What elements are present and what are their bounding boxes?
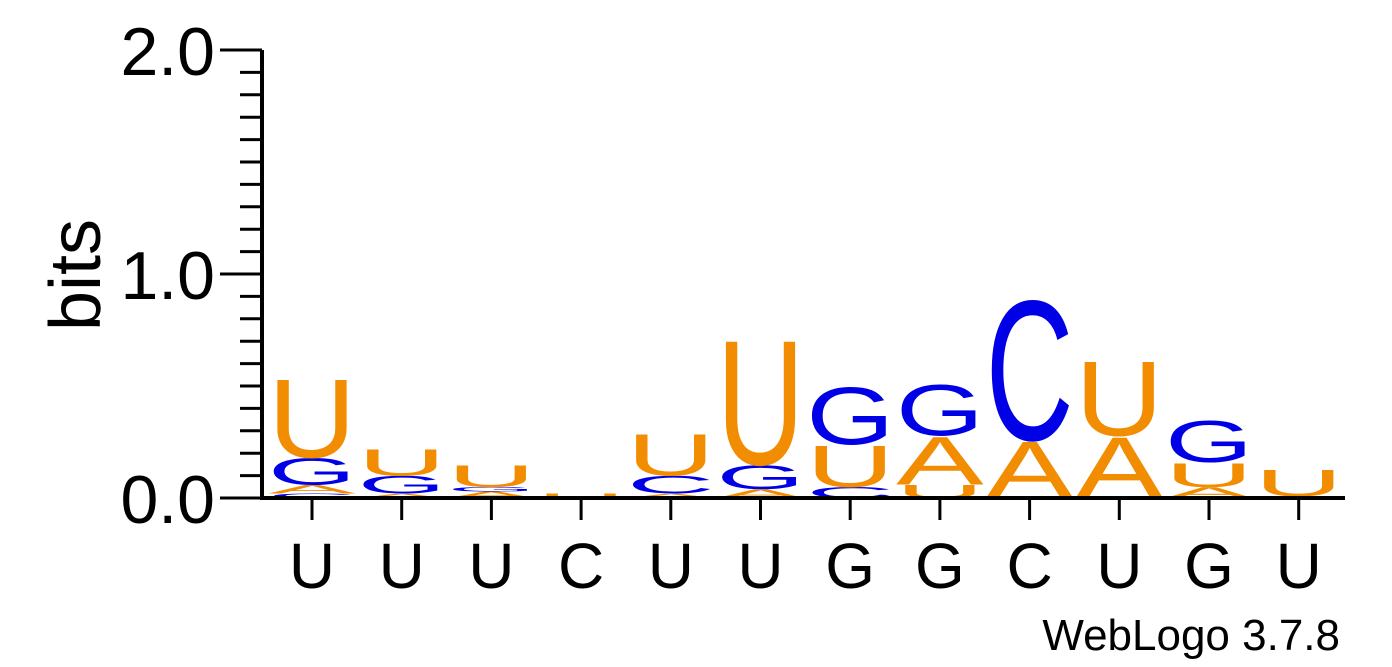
logo-letter-A: A — [268, 482, 357, 496]
x-tick-label: U — [1096, 530, 1142, 602]
y-axis: 0.0 1.0 2.0 — [120, 14, 264, 538]
y-tick-label: 0.0 — [120, 462, 215, 538]
logo-letter-G: G — [717, 458, 805, 497]
x-tick-label: U — [1276, 530, 1322, 602]
logo-letter-C: C — [627, 471, 715, 499]
y-axis-label: bits — [36, 219, 116, 331]
x-tick-label: C — [558, 530, 604, 602]
x-tick-label: G — [825, 530, 875, 602]
logo-letter-U: U — [447, 458, 535, 493]
logo-letter-C: C — [268, 492, 356, 499]
x-tick-label: U — [737, 530, 783, 602]
logo-letter-U: U — [806, 433, 894, 499]
x-tick-label: C — [1006, 530, 1052, 602]
y-tick-label: 1.0 — [120, 238, 215, 314]
logo-letter-C: C — [986, 260, 1074, 483]
x-tick-label: U — [379, 530, 425, 602]
x-tick-label: G — [915, 530, 965, 602]
x-tick-label: U — [648, 530, 694, 602]
x-tick-label: U — [289, 530, 335, 602]
logo-letter-U: U — [537, 492, 625, 499]
logo-letter-G: G — [268, 451, 356, 493]
y-tick-label: 2.0 — [120, 14, 215, 90]
logo-letter-G: G — [447, 486, 535, 493]
logo-letter-U: U — [1165, 456, 1253, 494]
weblogo-credit: WebLogo 3.7.8 — [1042, 611, 1340, 660]
logo-letter-U: U — [627, 422, 715, 488]
logo-letter-G: G — [896, 371, 984, 451]
logo-letter-G: G — [806, 371, 894, 462]
logo-letter-A: A — [358, 492, 446, 499]
logo-letter-G: G — [358, 471, 446, 499]
logo-letter-A: A — [627, 492, 715, 499]
x-tick-label: U — [468, 530, 514, 602]
logo-letter-U: U — [1075, 339, 1163, 458]
logo-letter-U: U — [268, 356, 356, 482]
letter-stacks: CAGUAGUAGUUACUAGUCUGUAGACAUAUGAU — [268, 260, 1343, 517]
logo-letter-G: G — [1165, 409, 1253, 475]
logo-letter-U: U — [716, 304, 804, 502]
logo-letter-A: A — [448, 490, 536, 500]
x-tick-label: G — [1184, 530, 1234, 602]
logo-letter-A: A — [896, 423, 984, 500]
logo-letter-U: U — [358, 442, 446, 484]
